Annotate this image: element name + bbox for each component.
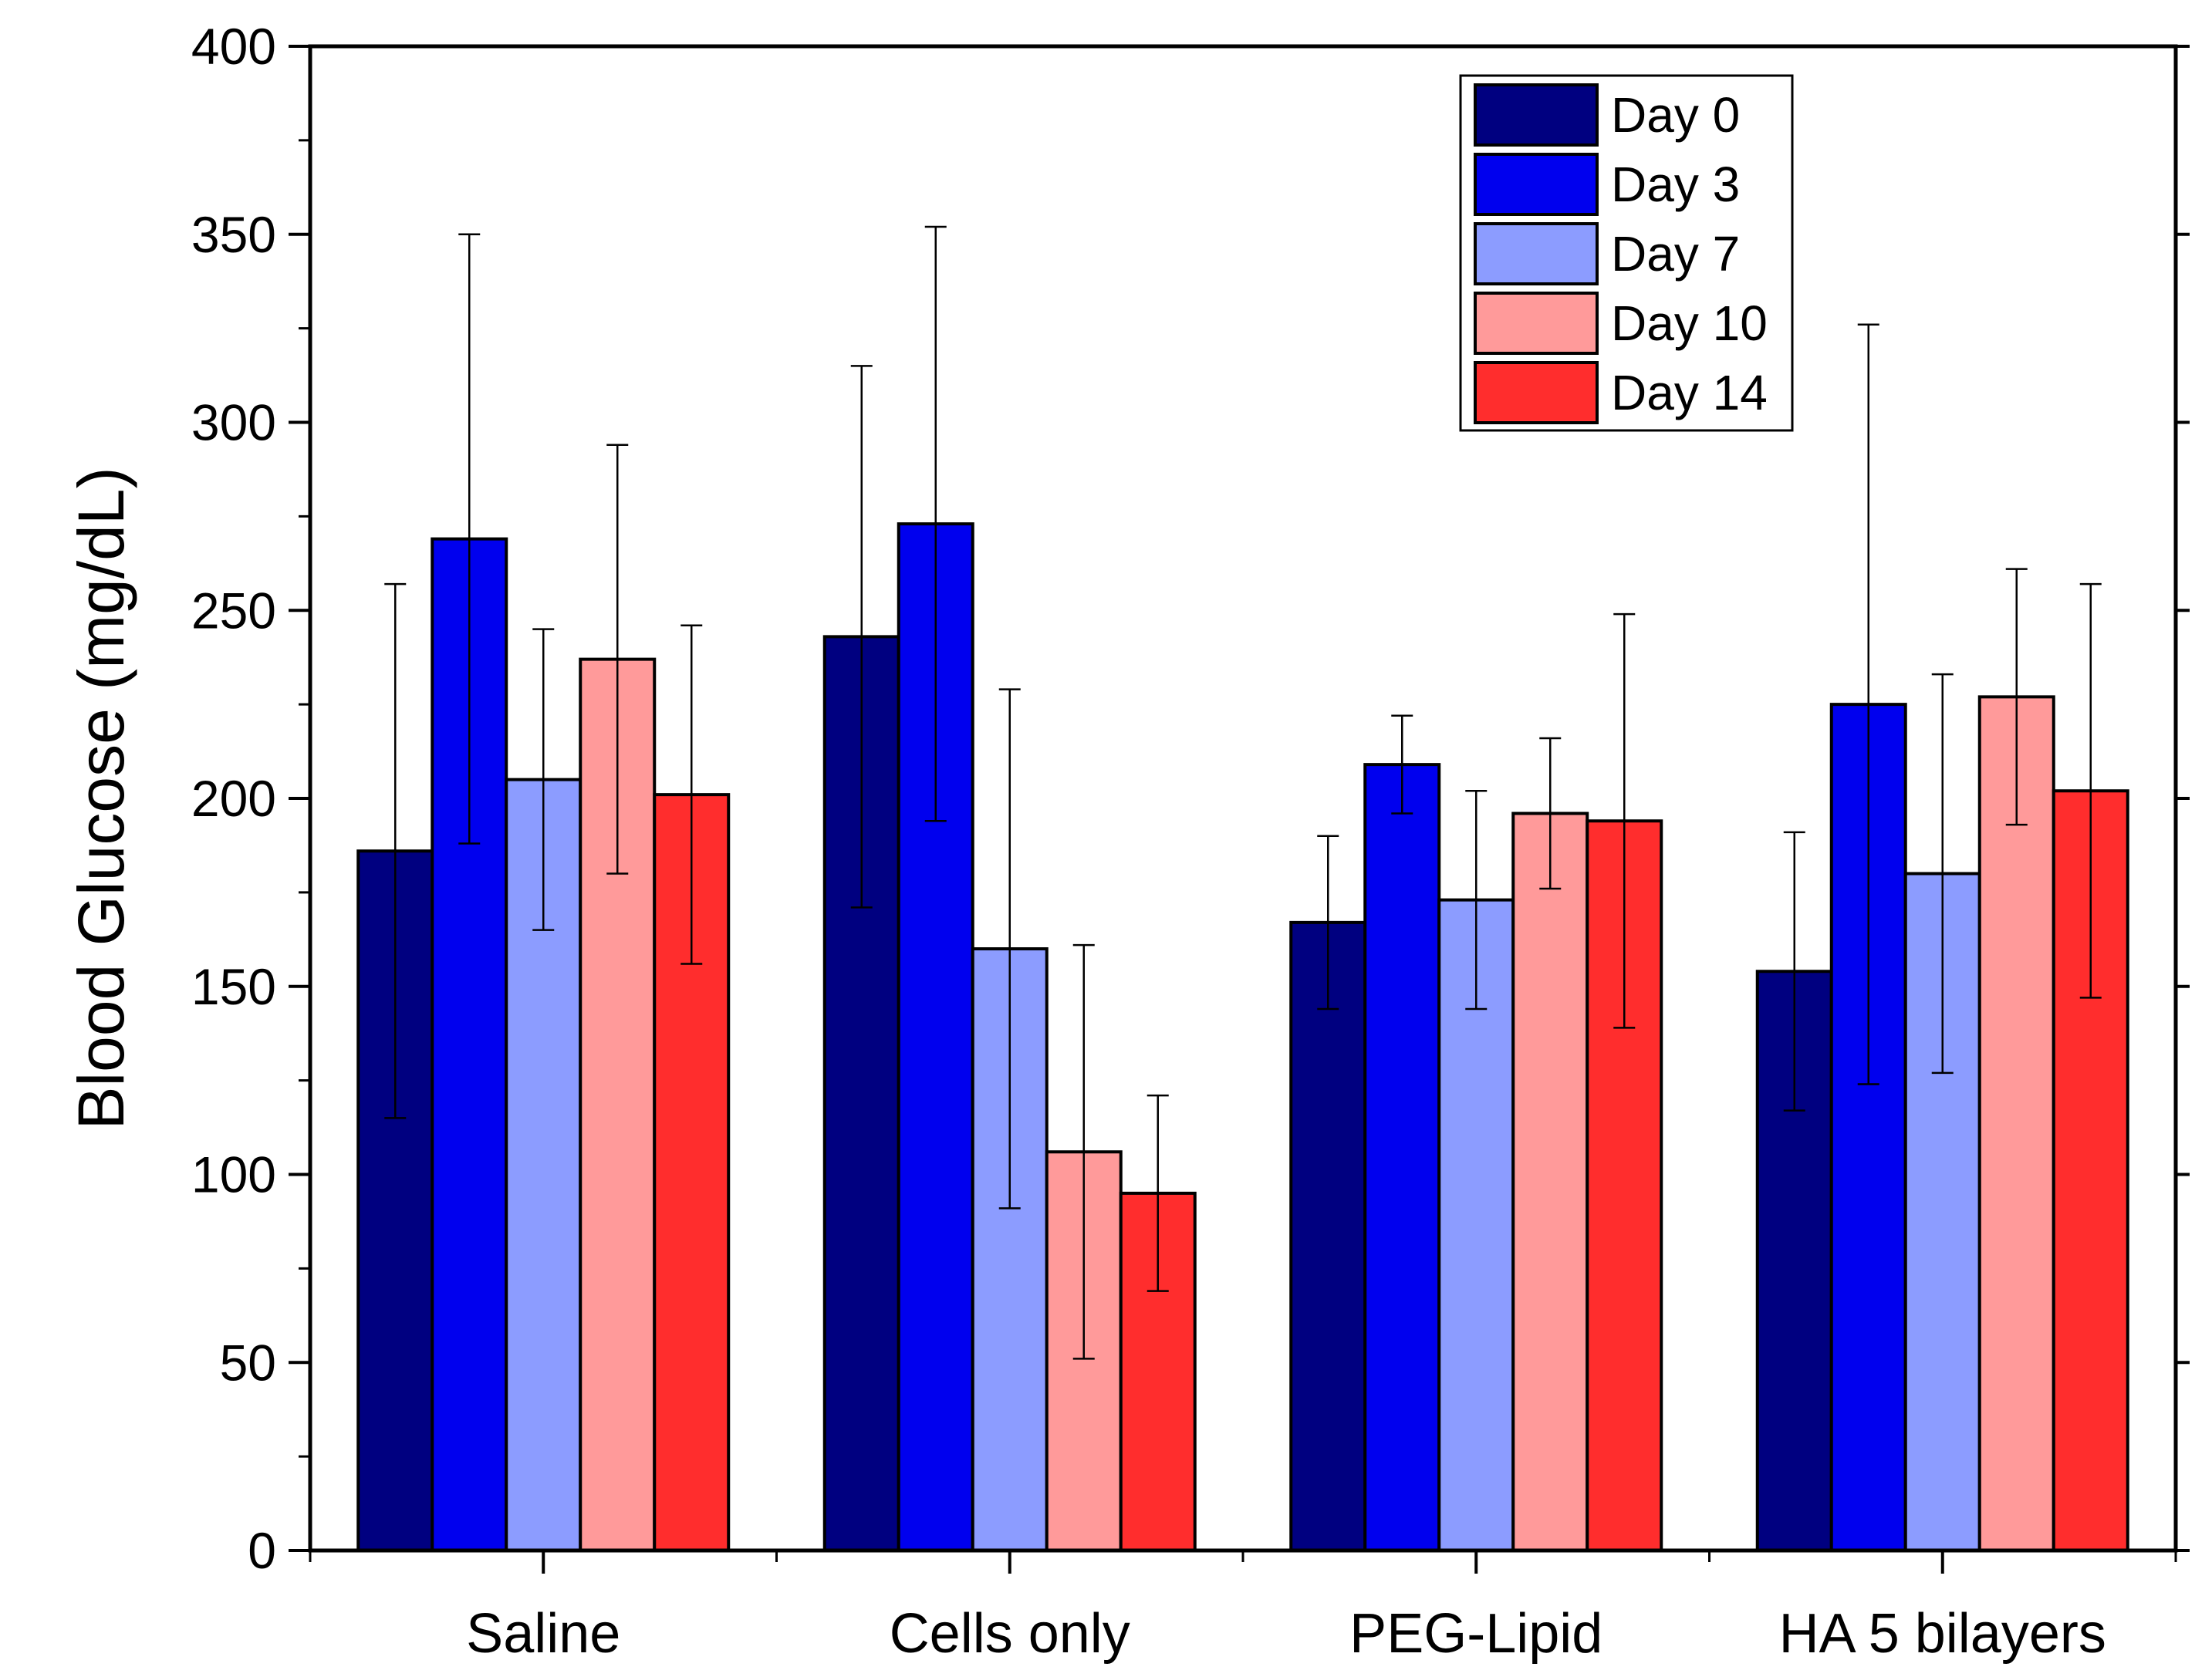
error-bar-saline-day-7 bbox=[532, 628, 555, 931]
error-bar-ha-5-bilayers-day-10 bbox=[2005, 568, 2028, 826]
legend-label: Day 10 bbox=[1611, 295, 1768, 351]
y-tick-label: 200 bbox=[191, 770, 276, 827]
error-bar-cells-only-day-14 bbox=[1147, 1094, 1169, 1292]
legend-item-day-7: Day 7 bbox=[1474, 222, 1740, 285]
y-axis: 0 50 100 150 200 250 300 350 400 bbox=[191, 18, 2190, 1579]
error-bars-layer bbox=[384, 225, 2102, 1360]
bar-peg-lipid-day-10 bbox=[1511, 812, 1589, 1552]
error-bar-saline-day-10 bbox=[606, 444, 629, 875]
error-bar-saline-day-14 bbox=[680, 624, 703, 965]
y-tick-label: 50 bbox=[220, 1334, 276, 1391]
x-tick-label-cells-only: Cells only bbox=[890, 1603, 1130, 1665]
y-tick-label: 300 bbox=[191, 394, 276, 451]
legend-item-day-3: Day 3 bbox=[1474, 153, 1740, 216]
error-bar-peg-lipid-day-0 bbox=[1317, 835, 1339, 1011]
legend-label: Day 0 bbox=[1611, 87, 1740, 143]
error-bar-ha-5-bilayers-day-14 bbox=[2079, 582, 2102, 999]
y-axis-title: Blood Glucose (mg/dL) bbox=[65, 467, 137, 1129]
error-bar-peg-lipid-day-10 bbox=[1539, 737, 1562, 890]
legend-label: Day 14 bbox=[1611, 365, 1768, 420]
legend: Day 0 Day 3 Day 7 Day 10 Day 14 bbox=[1459, 74, 1794, 432]
y-tick-label: 100 bbox=[191, 1146, 276, 1203]
error-bar-cells-only-day-7 bbox=[998, 688, 1021, 1210]
x-tick-label-ha-5-bilayers: HA 5 bilayers bbox=[1779, 1603, 2106, 1665]
x-tick-label-peg-lipid: PEG-Lipid bbox=[1349, 1603, 1602, 1665]
x-axis: Saline Cells only PEG-Lipid HA 5 bilayers bbox=[309, 1550, 2177, 1665]
y-tick-label: 400 bbox=[191, 18, 276, 75]
y-tick-label: 0 bbox=[248, 1522, 276, 1579]
legend-item-day-14: Day 14 bbox=[1474, 361, 1768, 424]
legend-swatch bbox=[1474, 361, 1599, 424]
legend-swatch bbox=[1474, 153, 1599, 216]
error-bar-saline-day-3 bbox=[458, 233, 481, 845]
error-bar-ha-5-bilayers-day-0 bbox=[1783, 831, 1805, 1112]
y-tick-label: 350 bbox=[191, 206, 276, 263]
error-bar-peg-lipid-day-3 bbox=[1391, 714, 1413, 815]
error-bar-cells-only-day-10 bbox=[1072, 943, 1095, 1360]
y-tick-label: 250 bbox=[191, 582, 276, 639]
legend-swatch bbox=[1474, 222, 1599, 285]
legend-items: Day 0 Day 3 Day 7 Day 10 Day 14 bbox=[1474, 83, 1768, 424]
legend-swatch bbox=[1474, 292, 1599, 355]
error-bar-cells-only-day-0 bbox=[850, 365, 873, 909]
error-bar-ha-5-bilayers-day-3 bbox=[1857, 323, 1879, 1085]
bar-peg-lipid-day-3 bbox=[1363, 763, 1441, 1552]
x-tick-label-saline: Saline bbox=[466, 1603, 620, 1665]
bar-ha-5-bilayers-day-10 bbox=[1977, 695, 2055, 1552]
legend-label: Day 7 bbox=[1611, 226, 1740, 282]
legend-swatch bbox=[1474, 83, 1599, 147]
error-bar-peg-lipid-day-14 bbox=[1613, 612, 1636, 1029]
legend-label: Day 3 bbox=[1611, 157, 1740, 212]
error-bar-peg-lipid-day-7 bbox=[1465, 790, 1488, 1011]
y-tick-label: 150 bbox=[191, 958, 276, 1015]
error-bar-cells-only-day-3 bbox=[924, 225, 947, 822]
error-bar-saline-day-0 bbox=[384, 582, 407, 1119]
legend-item-day-0: Day 0 bbox=[1474, 83, 1740, 147]
bar-peg-lipid-day-0 bbox=[1289, 920, 1367, 1552]
error-bar-ha-5-bilayers-day-7 bbox=[1931, 673, 1954, 1075]
legend-item-day-10: Day 10 bbox=[1474, 292, 1768, 355]
